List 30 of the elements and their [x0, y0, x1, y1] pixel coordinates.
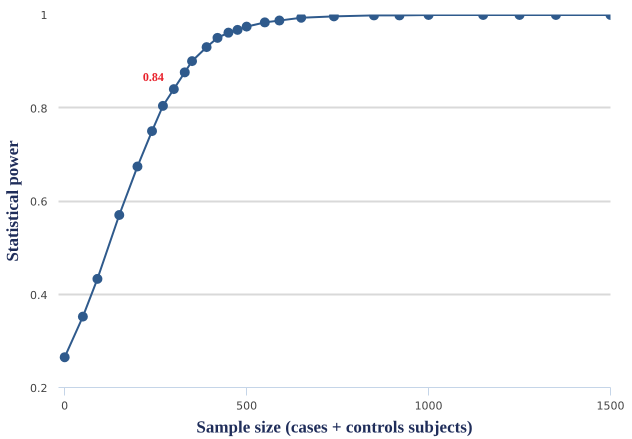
point: [78, 312, 88, 322]
y-tick-label: 0.6: [30, 196, 48, 208]
point: [158, 100, 168, 111]
x-tick-label: 1500: [596, 400, 625, 412]
point: [296, 14, 306, 23]
point: [168, 84, 179, 94]
x-tick-label: 1000: [414, 400, 443, 412]
y-tick-label: 0.4: [30, 288, 48, 302]
point: [242, 22, 252, 32]
point: [114, 210, 124, 220]
y-tick-label: 0.8: [30, 102, 48, 116]
y-tick-label: 0.2: [30, 382, 48, 395]
x-tick-label: 0: [61, 400, 68, 412]
y-tick-label: 1: [40, 9, 48, 22]
point: [132, 162, 142, 172]
x-axis-title: Sample size (cases + controls subjects): [196, 418, 473, 436]
y-axis-title: Statistical power: [3, 140, 22, 262]
point: [202, 42, 212, 52]
point: [274, 16, 284, 26]
x-tick-label: 500: [236, 400, 258, 412]
point: [232, 24, 243, 35]
point: [223, 28, 234, 38]
point: [147, 126, 158, 136]
point: [260, 17, 270, 28]
point: [180, 67, 190, 78]
point: [212, 32, 223, 43]
point: [60, 352, 70, 362]
point: [92, 274, 102, 284]
annotation: 0.84: [142, 70, 164, 84]
point: [187, 56, 198, 66]
